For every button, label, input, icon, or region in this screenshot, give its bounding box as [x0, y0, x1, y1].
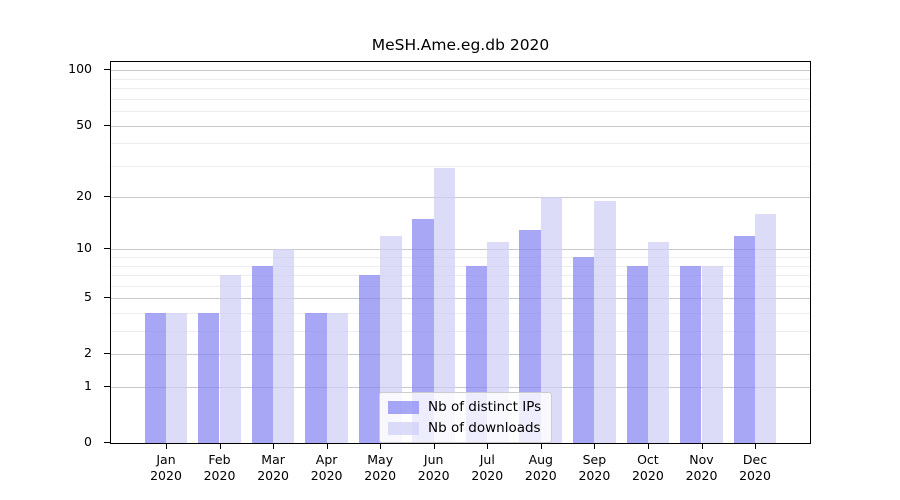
gridline-minor-8 [111, 265, 810, 267]
gridline-minor-7 [111, 275, 810, 277]
legend-item-downloads: Nb of downloads [388, 420, 541, 436]
gridline-minor-70 [111, 98, 810, 100]
bar-ips-aug [519, 229, 541, 443]
gridline-major-10 [111, 249, 810, 251]
y-tick-label-20: 20 [76, 188, 92, 204]
bar-ips-nov [680, 265, 702, 443]
legend-label-downloads: Nb of downloads [428, 420, 541, 436]
bar-downloads-may [380, 235, 402, 443]
plot-area: Nb of distinct IPs Nb of downloads [110, 61, 811, 444]
x-tick-mark-dec [755, 444, 756, 449]
bar-ips-sep [572, 257, 595, 443]
y-tick-mark-1 [104, 386, 110, 387]
y-tick-label-50: 50 [76, 116, 92, 132]
y-tick-mark-2 [104, 353, 110, 355]
x-tick-mark-mar [273, 444, 275, 449]
bar-downloads-apr [326, 313, 348, 443]
gridline-minor-4 [111, 313, 810, 314]
x-tick-label-may: May 2020 [364, 452, 397, 483]
x-axis: Jan 2020 Feb 2020 Mar 2020 Apr 2020 May 2020… [110, 444, 811, 496]
legend-swatch-downloads [388, 421, 419, 435]
bar-ips-may [358, 275, 381, 443]
y-tick-mark-0 [104, 442, 110, 443]
y-tick-mark-10 [104, 248, 110, 250]
x-tick-label-jul: Jul 2020 [471, 452, 504, 483]
gridline-major-2 [111, 354, 810, 356]
legend: Nb of distinct IPs Nb of downloads [379, 392, 553, 443]
gridline-minor-3 [111, 331, 810, 333]
bar-downloads-aug [540, 197, 563, 443]
gridline-minor-9 [111, 257, 810, 259]
x-tick-mark-oct [647, 444, 649, 449]
x-tick-mark-sep [594, 444, 596, 449]
bar-downloads-mar [273, 249, 295, 443]
chart-title: MeSH.Ame.eg.db 2020 [371, 36, 550, 54]
y-tick-mark-5 [104, 297, 110, 299]
x-tick-mark-jan [166, 444, 167, 449]
gridline-minor-6 [111, 285, 810, 287]
x-tick-mark-nov [701, 444, 703, 449]
y-tick-label-2: 2 [84, 345, 92, 361]
x-tick-label-jan: Jan 2020 [150, 452, 182, 483]
bar-downloads-jan [166, 313, 188, 443]
bar-downloads-nov [701, 265, 723, 443]
y-tick-label-1: 1 [84, 378, 92, 393]
bar-downloads-feb [219, 275, 241, 443]
x-tick-mark-feb [219, 444, 221, 449]
x-tick-label-apr: Apr 2020 [310, 452, 343, 483]
bar-ips-mar [251, 265, 274, 443]
gridline-major-20 [111, 197, 810, 199]
legend-label-ips: Nb of distinct IPs [428, 399, 542, 415]
bar-ips-feb [198, 313, 220, 443]
x-tick-label-jun: Jun 2020 [417, 452, 450, 483]
y-axis: 0 1 2 5 10 20 50 100 [0, 61, 110, 449]
x-tick-label-feb: Feb 2020 [203, 452, 236, 483]
x-tick-label-mar: Mar 2020 [257, 452, 289, 483]
y-tick-label-10: 10 [76, 240, 92, 256]
x-tick-mark-apr [326, 444, 328, 449]
x-tick-mark-jun [433, 444, 435, 449]
y-tick-label-5: 5 [84, 289, 92, 305]
gridline-minor-90 [111, 78, 810, 80]
y-tick-label-0: 0 [84, 434, 92, 449]
x-tick-mark-may [380, 444, 382, 449]
gridline-major-1 [111, 387, 810, 388]
legend-swatch-ips [388, 400, 419, 414]
gridline-minor-40 [111, 143, 810, 145]
x-tick-mark-aug [540, 444, 542, 449]
bar-ips-oct [626, 265, 648, 443]
gridline-minor-80 [111, 88, 810, 90]
x-tick-label-sep: Sep 2020 [578, 452, 611, 483]
gridline-minor-60 [111, 111, 810, 113]
y-tick-mark-50 [104, 124, 110, 126]
gridline-major-100 [111, 70, 810, 72]
bar-downloads-dec [755, 214, 777, 443]
gridline-major-5 [111, 298, 810, 300]
x-tick-label-nov: Nov 2020 [685, 452, 718, 483]
bar-downloads-sep [594, 201, 616, 443]
legend-item-ips: Nb of distinct IPs [388, 399, 541, 415]
bar-ips-apr [305, 313, 327, 443]
bar-downloads-oct [647, 242, 670, 443]
x-tick-label-oct: Oct 2020 [631, 452, 664, 483]
bar-ips-jan [144, 313, 166, 443]
bar-downloads-jun [433, 168, 456, 443]
x-tick-mark-jul [487, 444, 489, 449]
y-tick-mark-100 [104, 69, 110, 71]
bar-ips-jun [412, 219, 434, 443]
y-tick-label-100: 100 [68, 61, 92, 77]
gridline-minor-30 [111, 165, 810, 167]
gridline-major-50 [111, 125, 810, 127]
bar-ips-dec [733, 235, 755, 443]
x-tick-label-dec: Dec 2020 [739, 452, 771, 483]
x-tick-label-aug: Aug 2020 [524, 452, 557, 483]
y-tick-mark-20 [104, 196, 110, 198]
